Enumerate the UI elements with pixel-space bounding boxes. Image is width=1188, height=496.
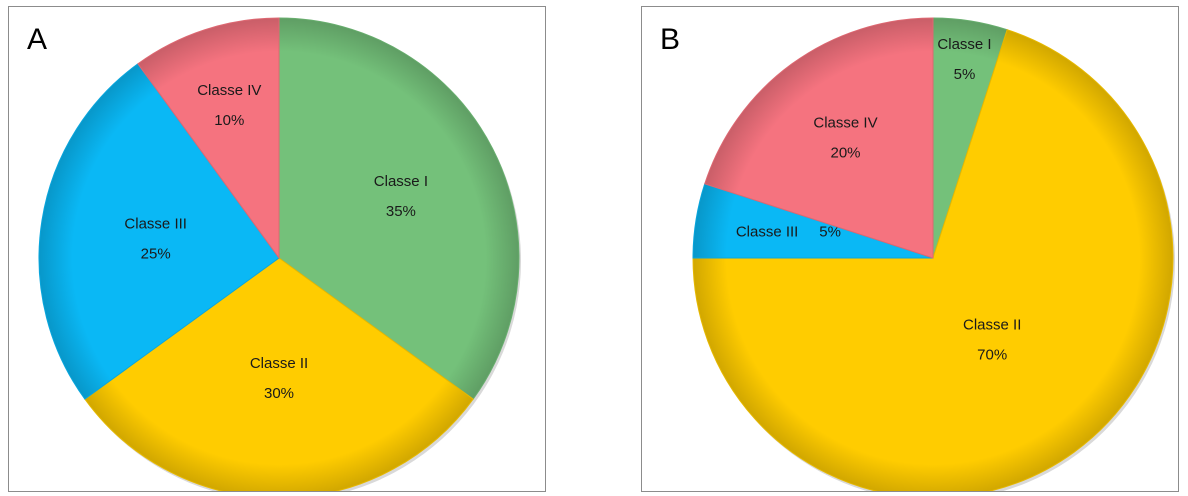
slice-label-classe-i: Classe I — [937, 36, 991, 53]
pie-chart-panel-a: A Classe I 35% Classe II 30% Classe III 25% Cl… — [8, 6, 546, 492]
slice-value-classe-i: 5% — [954, 66, 976, 83]
slice-value-classe-iii: 25% — [141, 246, 171, 263]
pie-slice-classe-i — [278, 17, 520, 400]
pie-slice-classe-ii — [84, 257, 474, 491]
slice-label-classe-ii: Classe II — [250, 355, 308, 372]
pie-slice-classe-ii — [692, 29, 1174, 491]
pie-chart-b: Classe I 5% Classe II 70% Classe III 5% Classe… — [692, 17, 1175, 491]
slice-label-classe-ii: Classe II — [963, 317, 1021, 334]
panel-label-b: B — [660, 23, 681, 56]
slice-label-classe-iv: Classe IV — [197, 82, 261, 99]
slice-label-classe-iii: Classe III — [124, 216, 187, 233]
slice-label-classe-iv: Classe IV — [813, 115, 877, 132]
slice-label-classe-iii: Classe III — [736, 224, 799, 241]
slice-value-classe-ii: 70% — [977, 347, 1007, 364]
pie-chart-panel-b: B Classe I 5% Classe II 70% Classe III 5% Clas… — [641, 6, 1179, 492]
slice-value-classe-ii: 30% — [264, 385, 294, 402]
pie-chart-a: Classe I 35% Classe II 30% Classe III 25% Clas… — [38, 17, 521, 491]
slice-value-classe-iv: 10% — [214, 112, 244, 129]
slice-value-classe-iv: 20% — [830, 145, 860, 162]
pie-slice-classe-iv — [137, 17, 280, 260]
pie-slice-classe-iii — [38, 63, 280, 400]
slice-label-classe-i: Classe I — [374, 173, 428, 190]
slice-value-classe-iii: 5% — [819, 224, 841, 241]
pie-slice-classe-iv — [704, 17, 934, 259]
slice-value-classe-i: 35% — [386, 203, 416, 220]
panel-label-a: A — [27, 23, 48, 56]
